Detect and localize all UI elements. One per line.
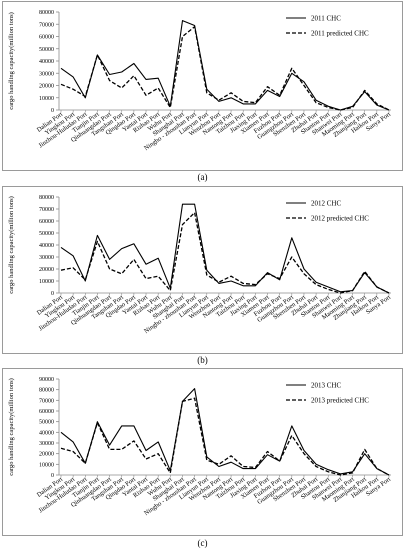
chart-caption-a: (a)	[197, 172, 208, 182]
y-axis-title: cargo handling capacity(million tons)	[8, 196, 15, 294]
series-line-1	[60, 26, 390, 111]
y-tick-label: 10000	[39, 462, 54, 468]
legend-label: 2011 predicted CHC	[311, 30, 369, 38]
series-line-0	[60, 203, 390, 294]
y-tick-label: 80000	[39, 388, 54, 394]
chart-panel-a: 0 10000 20000 30000 40000 50000 60000 70000 8000…	[2, 1, 403, 171]
line-chart-2013: 0 10000 20000 30000 40000 50000 60000 70000 8000…	[8, 377, 392, 517]
series-line-0	[60, 388, 390, 476]
y-tick-label: 0	[51, 473, 54, 479]
y-tick-label: 40000	[39, 243, 54, 249]
y-tick-label: 10000	[39, 96, 54, 102]
y-tick-label: 50000	[39, 231, 54, 237]
legend-label: 2011 CHC	[311, 15, 341, 23]
y-tick-label: 80000	[39, 195, 54, 201]
chart-panel-b: 0 10000 20000 30000 40000 50000 60000 70000 8000…	[2, 186, 403, 354]
y-tick-label: 80000	[39, 10, 54, 16]
line-chart-2012: 0 10000 20000 30000 40000 50000 60000 70000 8000…	[8, 195, 392, 335]
y-tick-label: 10000	[39, 279, 54, 285]
y-tick-label: 40000	[39, 59, 54, 65]
y-tick-label: 70000	[39, 22, 54, 28]
y-tick-label: 40000	[39, 430, 54, 436]
y-tick-label: 20000	[39, 84, 54, 90]
legend-label: 2012 CHC	[311, 200, 341, 208]
chart-caption-b: (b)	[197, 355, 208, 365]
series-line-1	[60, 211, 390, 294]
chart-panel-c: 0 10000 20000 30000 40000 50000 60000 70000 8000…	[2, 368, 403, 536]
series-line-1	[60, 397, 390, 476]
y-tick-label: 50000	[39, 47, 54, 53]
legend-label: 2012 predicted CHC	[311, 215, 369, 223]
series-line-0	[60, 20, 390, 111]
y-tick-label: 50000	[39, 420, 54, 426]
y-axis-title: cargo handling capacity(million tons)	[8, 378, 15, 476]
y-tick-label: 60000	[39, 219, 54, 225]
line-chart-2011: 0 10000 20000 30000 40000 50000 60000 70000 8000…	[8, 10, 392, 152]
y-tick-label: 30000	[39, 255, 54, 261]
chart-caption-c: (c)	[197, 538, 208, 548]
y-tick-label: 70000	[39, 398, 54, 404]
y-tick-label: 30000	[39, 441, 54, 447]
y-tick-label: 60000	[39, 35, 54, 41]
legend-label: 2013 CHC	[311, 382, 341, 390]
y-tick-label: 20000	[39, 452, 54, 458]
y-tick-label: 0	[51, 291, 54, 297]
y-tick-label: 30000	[39, 71, 54, 77]
legend-label: 2013 predicted CHC	[311, 397, 369, 405]
y-tick-label: 0	[51, 108, 54, 114]
y-tick-label: 90000	[39, 377, 54, 383]
y-axis-title: cargo handling capacity(million tons)	[8, 12, 15, 110]
y-tick-label: 60000	[39, 409, 54, 415]
y-tick-label: 70000	[39, 207, 54, 213]
y-tick-label: 20000	[39, 267, 54, 273]
